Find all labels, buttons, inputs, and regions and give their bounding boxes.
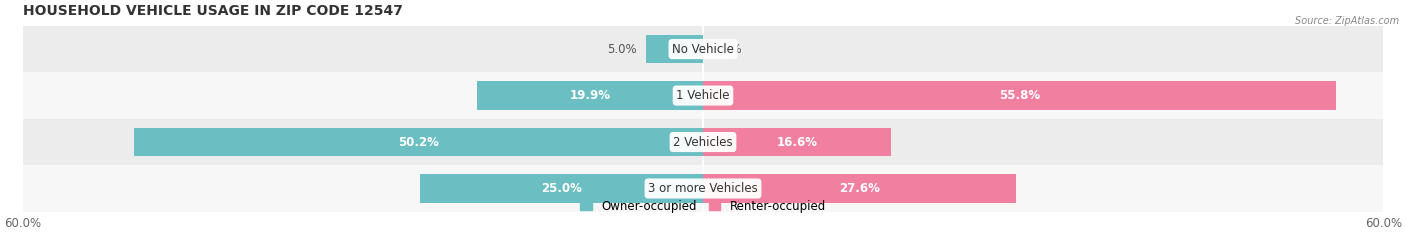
Bar	[134, 128, 703, 156]
Text: 50.2%: 50.2%	[398, 135, 439, 149]
Text: 5.0%: 5.0%	[607, 43, 637, 55]
Text: 19.9%: 19.9%	[569, 89, 610, 102]
Text: Source: ZipAtlas.com: Source: ZipAtlas.com	[1295, 16, 1399, 26]
Text: HOUSEHOLD VEHICLE USAGE IN ZIP CODE 12547: HOUSEHOLD VEHICLE USAGE IN ZIP CODE 1254…	[22, 4, 402, 18]
Bar	[419, 174, 703, 203]
Bar	[703, 174, 1017, 203]
Bar	[22, 165, 1384, 212]
Text: 16.6%: 16.6%	[776, 135, 818, 149]
Text: 0.0%: 0.0%	[711, 43, 742, 55]
Bar	[22, 72, 1384, 119]
Bar	[478, 81, 703, 110]
Text: 55.8%: 55.8%	[998, 89, 1040, 102]
Bar	[703, 81, 1336, 110]
Text: No Vehicle: No Vehicle	[672, 43, 734, 55]
Bar	[703, 128, 891, 156]
Text: 27.6%: 27.6%	[839, 182, 880, 195]
Text: 1 Vehicle: 1 Vehicle	[676, 89, 730, 102]
Text: 3 or more Vehicles: 3 or more Vehicles	[648, 182, 758, 195]
Bar	[22, 26, 1384, 72]
Bar	[647, 35, 703, 63]
Legend: Owner-occupied, Renter-occupied: Owner-occupied, Renter-occupied	[575, 195, 831, 218]
Bar	[22, 119, 1384, 165]
Text: 25.0%: 25.0%	[541, 182, 582, 195]
Text: 2 Vehicles: 2 Vehicles	[673, 135, 733, 149]
